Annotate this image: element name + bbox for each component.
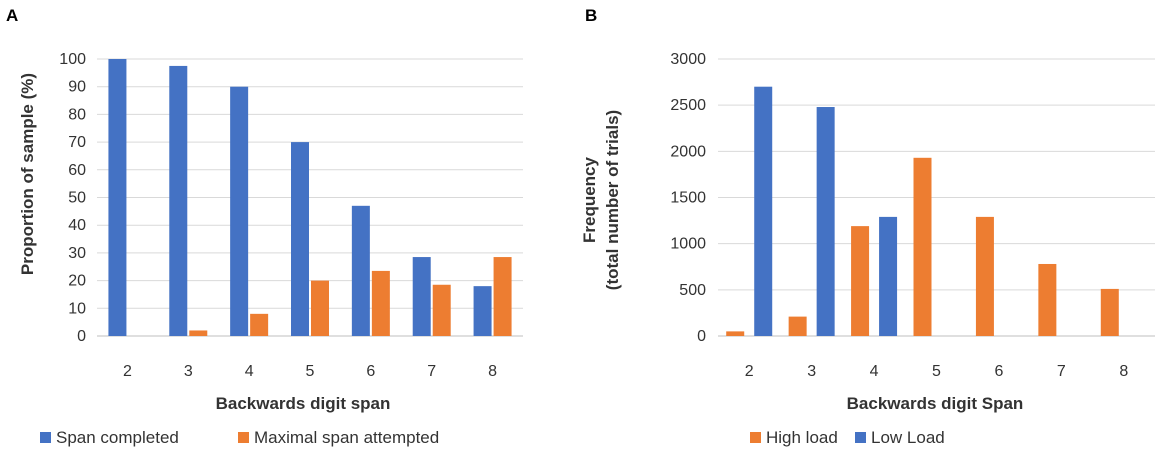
grid-a [97,58,523,337]
legend-swatch-span-completed [40,432,51,443]
bar-high-load-2 [726,331,745,336]
x-tick-label: 8 [488,363,497,380]
legend-swatch-low-load [855,432,866,443]
legend-b: High load Low Load [750,428,945,447]
bar-span-completed-4 [230,86,249,336]
y-tick-label: 100 [59,51,86,68]
legend-label-maximal-span-attempted: Maximal span attempted [254,428,439,447]
y-tick-label: 30 [68,245,86,262]
bar-high-load-5 [913,157,932,336]
bar-maximal-span-attempted-8 [493,257,512,336]
panel-label-b: B [585,6,597,25]
bar-high-load-8 [1100,288,1119,336]
y-tick-label: 2500 [670,97,706,114]
y-tick-label: 500 [679,282,706,299]
bar-span-completed-8 [473,286,492,336]
bar-maximal-span-attempted-4 [250,313,269,336]
x-tick-label: 7 [1057,363,1066,380]
bar-span-completed-3 [169,65,188,337]
bar-high-load-6 [975,216,994,336]
bar-maximal-span-attempted-5 [311,280,329,336]
bar-high-load-3 [788,316,807,336]
y-tick-label: 2000 [670,143,706,160]
y-ticks-a: 0 10 20 30 40 50 60 70 80 90 100 [59,51,86,345]
x-tick-label: 3 [184,363,193,380]
legend-label-low-load: Low Load [871,428,945,447]
x-tick-label: 4 [870,363,879,380]
bar-low-load-3 [816,107,835,336]
x-tick-label: 3 [807,363,816,380]
x-axis-title-a: Backwards digit span [216,394,391,413]
bar-low-load-2 [754,86,773,336]
legend-label-high-load: High load [766,428,838,447]
bar-high-load-7 [1038,263,1057,336]
bar-maximal-span-attempted-6 [371,270,390,336]
grid-b [718,58,1155,337]
x-tick-label: 5 [932,363,941,380]
legend-label-span-completed: Span completed [56,428,179,447]
y-tick-label: 3000 [670,51,706,68]
x-axis-title-b: Backwards digit Span [847,394,1024,413]
y-tick-label: 70 [68,134,86,151]
bar-maximal-span-attempted-3 [189,330,208,336]
y-tick-label: 50 [68,190,86,207]
y-axis-title-a: Proportion of sample (%) [18,73,37,275]
y-tick-label: 1500 [670,190,706,207]
y-tick-label: 0 [697,328,706,345]
bars-b [726,86,1119,336]
panel-label-a: A [6,6,18,25]
x-tick-label: 5 [306,363,315,380]
y-axis-subtitle-b: (total number of trials) [603,110,622,290]
y-axis-title-b: Frequency [580,156,599,243]
bars-a [108,59,512,337]
legend-swatch-maximal-span-attempted [238,432,249,443]
bar-span-completed-5 [291,142,309,336]
x-tick-label: 6 [366,363,375,380]
y-tick-label: 40 [68,217,86,234]
x-tick-label: 8 [1119,363,1128,380]
legend-swatch-high-load [750,432,761,443]
y-tick-label: 80 [68,106,86,123]
y-tick-label: 0 [77,328,86,345]
x-tick-label: 2 [745,363,754,380]
legend-a: Span completed Maximal span attempted [40,428,439,447]
x-tick-label: 2 [123,363,132,380]
bar-maximal-span-attempted-7 [432,284,451,336]
x-ticks-a: 2 3 4 5 6 7 8 [123,363,497,380]
bar-span-completed-6 [351,205,370,336]
bar-span-completed-7 [412,257,431,336]
y-tick-label: 90 [68,79,86,96]
x-tick-label: 6 [994,363,1003,380]
y-tick-label: 20 [68,273,86,290]
bar-high-load-4 [851,226,870,336]
x-tick-label: 7 [427,363,436,380]
bar-low-load-4 [879,216,898,336]
bar-span-completed-2 [108,59,127,336]
y-tick-label: 1000 [670,236,706,253]
y-tick-label: 10 [68,300,86,317]
y-ticks-b: 0 500 1000 1500 2000 2500 3000 [670,51,706,345]
x-tick-label: 4 [245,363,254,380]
x-ticks-b: 2 3 4 5 6 7 8 [745,363,1129,380]
y-tick-label: 60 [68,162,86,179]
